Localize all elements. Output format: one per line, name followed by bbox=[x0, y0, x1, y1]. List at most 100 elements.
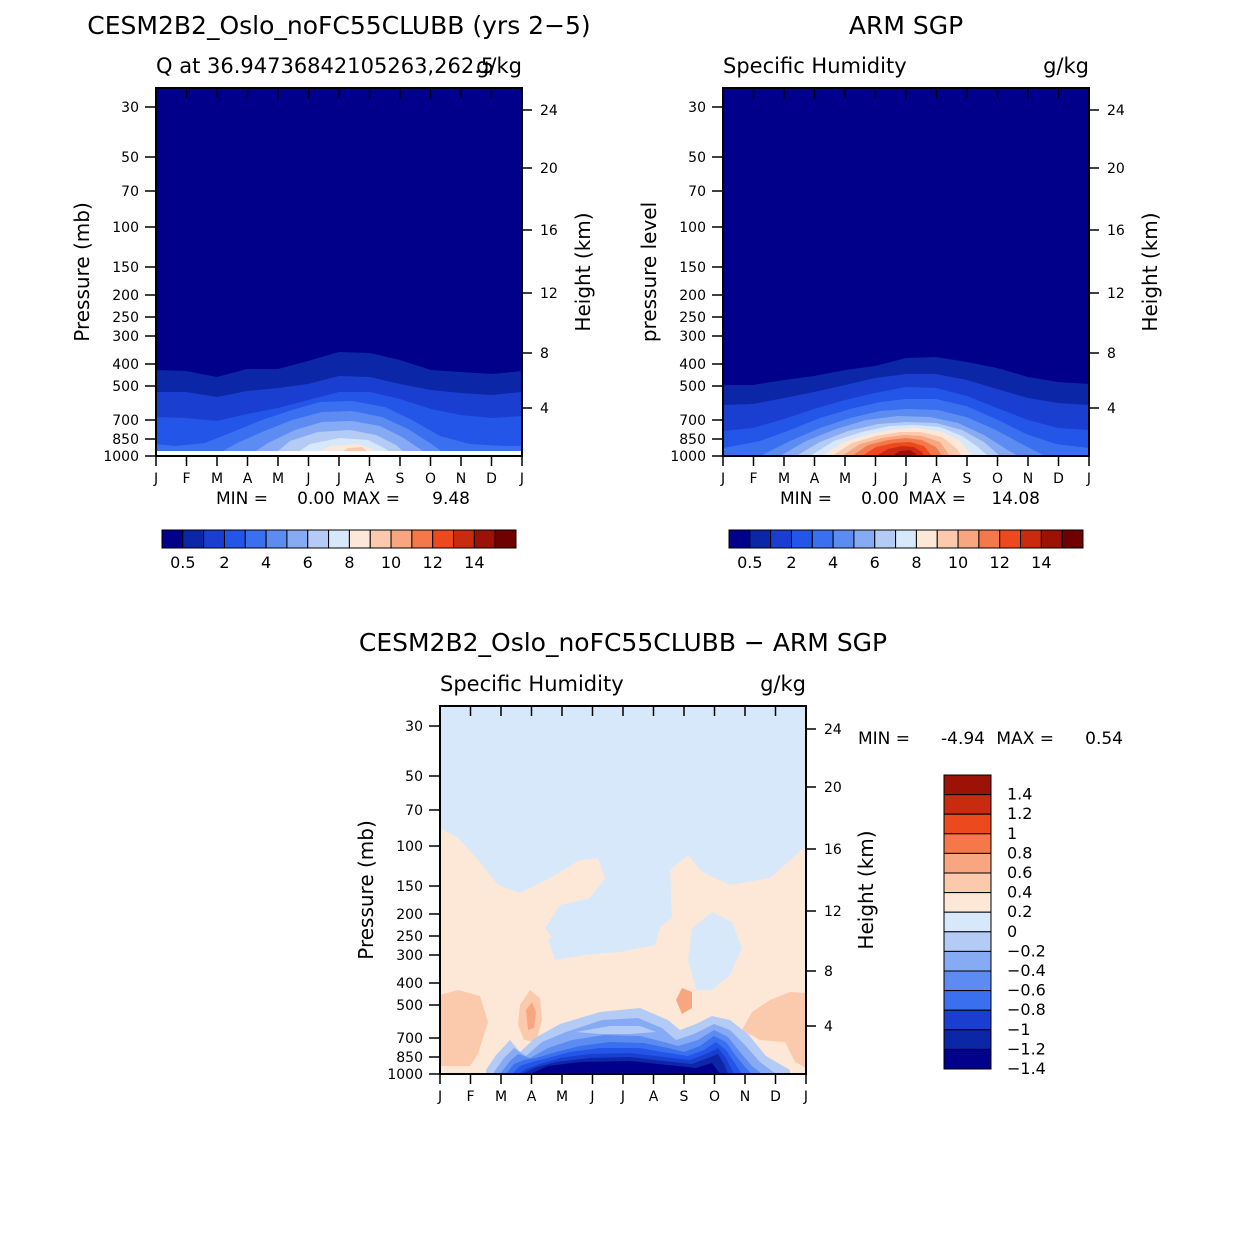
colorbar-swatch bbox=[943, 833, 992, 854]
x-tick-label: A bbox=[810, 471, 820, 487]
colorbar-label: 0.5 bbox=[737, 553, 762, 572]
x-tick-label: M bbox=[272, 471, 284, 487]
x-tick-label: D bbox=[1053, 471, 1064, 487]
y2-tick-label: 24 bbox=[540, 103, 558, 119]
x-tick-label: J bbox=[720, 471, 725, 487]
colorbar-swatch bbox=[853, 529, 876, 549]
colorbar-swatch bbox=[943, 1009, 992, 1031]
y2-tick-label: 12 bbox=[824, 904, 842, 920]
x-tick-label: J bbox=[903, 471, 908, 487]
y-tick-label: 50 bbox=[121, 150, 139, 166]
colorbar-swatch bbox=[328, 529, 350, 549]
x-tick-label: N bbox=[1023, 471, 1033, 487]
colorbar-swatch bbox=[943, 911, 992, 933]
colorbar-label: 8 bbox=[911, 553, 921, 572]
y-tick-label: 50 bbox=[405, 769, 423, 785]
colorbar-label: 0.2 bbox=[1007, 902, 1032, 921]
y-tick-label: 100 bbox=[679, 220, 706, 236]
x-tick-label: F bbox=[182, 471, 190, 487]
colorbar-swatch bbox=[244, 529, 267, 549]
y2-tick-label: 12 bbox=[1107, 286, 1125, 302]
colorbar-label: 0.6 bbox=[1007, 863, 1032, 882]
colorbar-swatch bbox=[182, 529, 205, 549]
panel-model-units: g/kg bbox=[476, 54, 522, 78]
panel-diff-units: g/kg bbox=[760, 672, 806, 696]
max-label: MAX = bbox=[908, 489, 966, 509]
y-tick-label: 300 bbox=[112, 329, 139, 345]
panel-obs-units: g/kg bbox=[1043, 54, 1089, 78]
panel-obs-colorbar: 0.5 2 4 6 8 10 12 14 bbox=[728, 529, 1084, 572]
colorbar-swatch bbox=[203, 529, 225, 549]
y2-tick-label: 24 bbox=[824, 722, 842, 738]
x-tick-label: J bbox=[153, 471, 158, 487]
colorbar-swatch bbox=[943, 1048, 992, 1070]
y-axis-label: Pressure (mb) bbox=[354, 820, 378, 960]
colorbar-swatch bbox=[895, 529, 917, 549]
x-tick-label: F bbox=[749, 471, 757, 487]
panel-diff-axes: 30 50 70 100 150 200 250 300 400 500 700… bbox=[354, 706, 1123, 1105]
colorbar-label: 10 bbox=[948, 553, 968, 572]
x-tick-label: J bbox=[1086, 471, 1091, 487]
y-tick-label: 700 bbox=[679, 413, 706, 429]
colorbar-swatch bbox=[265, 529, 288, 549]
y-tick-label: 300 bbox=[679, 329, 706, 345]
y-tick-label: 30 bbox=[121, 100, 139, 116]
panel-obs-subtitle: Specific Humidity bbox=[723, 54, 907, 78]
colorbar-swatch bbox=[286, 529, 309, 549]
colorbar-label: −0.6 bbox=[1007, 981, 1046, 1000]
max-value: 14.08 bbox=[991, 489, 1040, 509]
x-tick-label: M bbox=[778, 471, 790, 487]
colorbar-swatch bbox=[832, 529, 855, 549]
colorbar-label: 1 bbox=[1007, 824, 1017, 843]
x-tick-label: J bbox=[437, 1089, 442, 1105]
y-tick-label: 250 bbox=[396, 929, 423, 945]
y-tick-label: 700 bbox=[112, 413, 139, 429]
x-tick-label: F bbox=[466, 1089, 474, 1105]
x-tick-label: O bbox=[992, 471, 1003, 487]
colorbar-swatch bbox=[161, 529, 184, 549]
x-tick-label: S bbox=[963, 471, 972, 487]
colorbar-swatch bbox=[915, 529, 938, 549]
colorbar-label: −0.8 bbox=[1007, 1000, 1046, 1019]
colorbar-label: −1.4 bbox=[1007, 1059, 1046, 1078]
y-tick-label: 150 bbox=[112, 260, 139, 276]
y-tick-label: 70 bbox=[688, 184, 706, 200]
min-value: -4.94 bbox=[941, 729, 985, 749]
colorbar-swatch bbox=[453, 529, 475, 549]
max-label: MAX = bbox=[342, 489, 400, 509]
x-tick-label: N bbox=[456, 471, 466, 487]
panel-model-colorbar: 0.5 2 4 6 8 10 12 14 bbox=[161, 529, 517, 572]
colorbar-swatch bbox=[348, 529, 371, 549]
colorbar-swatch bbox=[790, 529, 813, 549]
colorbar-label: 6 bbox=[870, 553, 880, 572]
x-tick-label: J bbox=[620, 1089, 625, 1105]
panel-obs-field bbox=[723, 88, 1089, 456]
colorbar-label: 12 bbox=[423, 553, 443, 572]
x-tick-label: A bbox=[527, 1089, 537, 1105]
colorbar-swatch bbox=[1020, 529, 1042, 549]
y-tick-label: 100 bbox=[396, 839, 423, 855]
y-tick-label: 200 bbox=[112, 288, 139, 304]
y-tick-label: 50 bbox=[688, 150, 706, 166]
colorbar-label: 4 bbox=[828, 553, 838, 572]
min-label: MIN = bbox=[216, 489, 268, 509]
x-tick-label: J bbox=[305, 471, 310, 487]
y-tick-label: 200 bbox=[679, 288, 706, 304]
y2-axis-label: Height (km) bbox=[1138, 212, 1162, 331]
colorbar-label: 12 bbox=[990, 553, 1010, 572]
y2-tick-label: 8 bbox=[540, 346, 549, 362]
panel-model-axes: 30 50 70 100 150 200 250 300 400 500 700… bbox=[70, 88, 595, 509]
min-value: 0.00 bbox=[297, 489, 335, 509]
max-value: 0.54 bbox=[1085, 729, 1123, 749]
colorbar-swatch bbox=[957, 529, 980, 549]
colorbar-label: −0.2 bbox=[1007, 941, 1046, 960]
colorbar-swatch bbox=[943, 892, 992, 913]
colorbar-swatch bbox=[432, 529, 455, 549]
colorbar-label: 6 bbox=[303, 553, 313, 572]
colorbar-swatch bbox=[943, 990, 992, 1011]
x-tick-label: J bbox=[336, 471, 341, 487]
y-axis-label: Pressure (mb) bbox=[70, 202, 94, 342]
colorbar-label: 8 bbox=[344, 553, 354, 572]
y-tick-label: 850 bbox=[396, 1050, 423, 1066]
y-tick-label: 70 bbox=[121, 184, 139, 200]
